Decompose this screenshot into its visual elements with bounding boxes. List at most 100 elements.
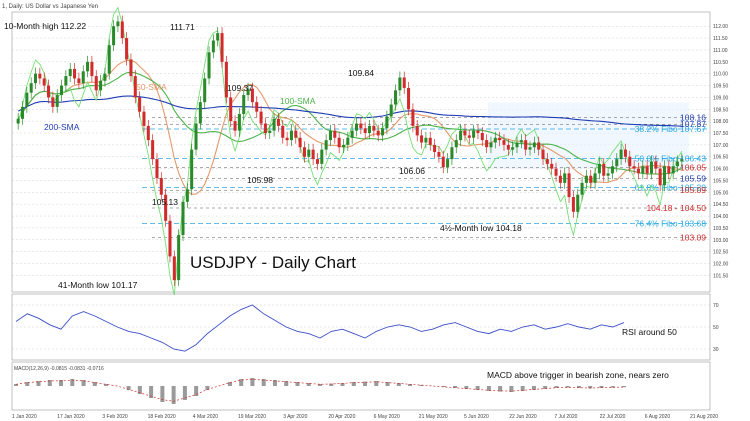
macd-bar bbox=[329, 383, 334, 386]
candle-body bbox=[433, 144, 437, 152]
candle-body bbox=[645, 166, 649, 174]
x-tick-label: 5 Jun 2020 bbox=[464, 414, 489, 420]
macd-bar bbox=[486, 386, 491, 391]
candle-body bbox=[398, 77, 402, 91]
x-tick-label: 3 Feb 2020 bbox=[102, 414, 128, 420]
macd-bar bbox=[351, 382, 356, 386]
x-tick-label: 6 Aug 2020 bbox=[645, 414, 671, 420]
macd-bar bbox=[239, 379, 244, 386]
x-tick-label: 4 Mar 2020 bbox=[193, 414, 219, 420]
candle-body bbox=[151, 140, 155, 160]
macd-bar bbox=[284, 381, 289, 386]
candle-body bbox=[302, 147, 306, 157]
candle-body bbox=[94, 76, 98, 91]
candle-body bbox=[619, 149, 623, 160]
candle-body bbox=[112, 26, 116, 46]
candle-body bbox=[463, 130, 467, 136]
x-tick-label: 21 Aug 2020 bbox=[690, 414, 718, 420]
candle-body bbox=[320, 149, 324, 164]
candle-body bbox=[172, 256, 176, 281]
y-tick-label: 102.00 bbox=[713, 262, 729, 268]
candle-body bbox=[662, 166, 666, 186]
level-label: 103.09 bbox=[680, 233, 706, 243]
macd-bar bbox=[408, 384, 413, 386]
y-tick-label: 111.50 bbox=[713, 36, 728, 42]
macd-bar bbox=[453, 386, 458, 388]
candle-body bbox=[125, 38, 129, 60]
annotation: 109.37 bbox=[227, 83, 253, 93]
macd-bar bbox=[385, 382, 390, 386]
macd-bar bbox=[396, 383, 401, 386]
y-tick-label: 104.00 bbox=[713, 214, 729, 220]
candle-body bbox=[220, 33, 224, 62]
macd-bar bbox=[498, 386, 503, 392]
fibo-label: 76.4% Fibo 103.68 bbox=[635, 219, 707, 229]
macd-bar bbox=[475, 386, 480, 390]
annotation: 105.98 bbox=[247, 175, 273, 185]
y-tick-label: 110.50 bbox=[713, 60, 728, 66]
candle-body bbox=[272, 118, 276, 131]
macd-bar bbox=[520, 386, 525, 391]
candle-body bbox=[194, 123, 198, 150]
macd-bar bbox=[610, 386, 615, 388]
candle-body bbox=[649, 161, 653, 174]
candle-body bbox=[177, 235, 181, 281]
candle-body bbox=[476, 130, 480, 134]
candle-body bbox=[20, 106, 25, 119]
macd-bar bbox=[509, 386, 514, 392]
candle-body bbox=[454, 140, 458, 148]
fibo-label: 38.2% Fibo 107.67 bbox=[635, 124, 707, 134]
candle-body bbox=[485, 140, 489, 148]
candle-body bbox=[116, 21, 120, 27]
candle-body bbox=[394, 90, 398, 105]
candle-body bbox=[437, 152, 441, 157]
candle-body bbox=[73, 68, 77, 79]
macd-bar bbox=[543, 386, 548, 389]
candle-body bbox=[563, 173, 567, 183]
x-tick-label: 17 Jan 2020 bbox=[57, 414, 85, 420]
y-tick-label: 105.00 bbox=[713, 190, 729, 196]
candle-body bbox=[389, 104, 393, 117]
candle-body bbox=[133, 76, 137, 98]
y-tick-label: 111.00 bbox=[713, 48, 728, 54]
macd-bar bbox=[374, 381, 379, 386]
candle-body bbox=[554, 168, 558, 176]
y-tick-label: 107.50 bbox=[713, 131, 729, 137]
candle-body bbox=[51, 97, 55, 107]
y-tick-label: 103.00 bbox=[713, 238, 729, 244]
candle-body bbox=[90, 61, 94, 77]
candle-body bbox=[103, 73, 107, 81]
level-label: 104.18 - 104.50 bbox=[646, 203, 706, 213]
candle-body bbox=[307, 149, 311, 157]
annotation: 105.13 bbox=[152, 197, 178, 207]
candle-body bbox=[667, 166, 671, 174]
x-tick-label: 19 Mar 2020 bbox=[238, 414, 266, 420]
candle-body bbox=[441, 156, 445, 168]
candle-body bbox=[623, 149, 627, 157]
candle-body bbox=[354, 123, 359, 131]
candle-body bbox=[315, 159, 319, 164]
candle-body bbox=[376, 130, 380, 136]
candle-body bbox=[120, 21, 124, 39]
candle-body bbox=[519, 140, 523, 143]
candle-body bbox=[589, 175, 593, 183]
x-tick-label: 22 Jun 2020 bbox=[509, 414, 537, 420]
macd-params: MACD(12,26,9) -0.0815 -0.0831 -0.0716 bbox=[14, 366, 104, 372]
candle-body bbox=[181, 201, 185, 236]
level-label: 108.16 bbox=[680, 112, 706, 122]
macd-bar bbox=[205, 386, 210, 390]
annotation: 10-Month high 112.22 bbox=[4, 21, 86, 31]
candle-body bbox=[64, 76, 68, 86]
candle-body bbox=[86, 61, 90, 72]
candle-body bbox=[641, 166, 645, 174]
candle-body bbox=[363, 128, 367, 134]
x-tick-label: 22 Jul 2020 bbox=[600, 414, 626, 420]
x-axis: 1 Jan 2020 17 Jan 2020 3 Feb 2020 18 Feb 20… bbox=[12, 414, 718, 420]
candle-body bbox=[42, 78, 46, 86]
level-label: 105.59 bbox=[680, 173, 706, 183]
macd-frame bbox=[11, 361, 711, 411]
y-tick-label: 112.00 bbox=[713, 24, 728, 30]
candle-body bbox=[298, 137, 302, 148]
candle-body bbox=[216, 33, 220, 41]
candle-body bbox=[532, 142, 536, 148]
